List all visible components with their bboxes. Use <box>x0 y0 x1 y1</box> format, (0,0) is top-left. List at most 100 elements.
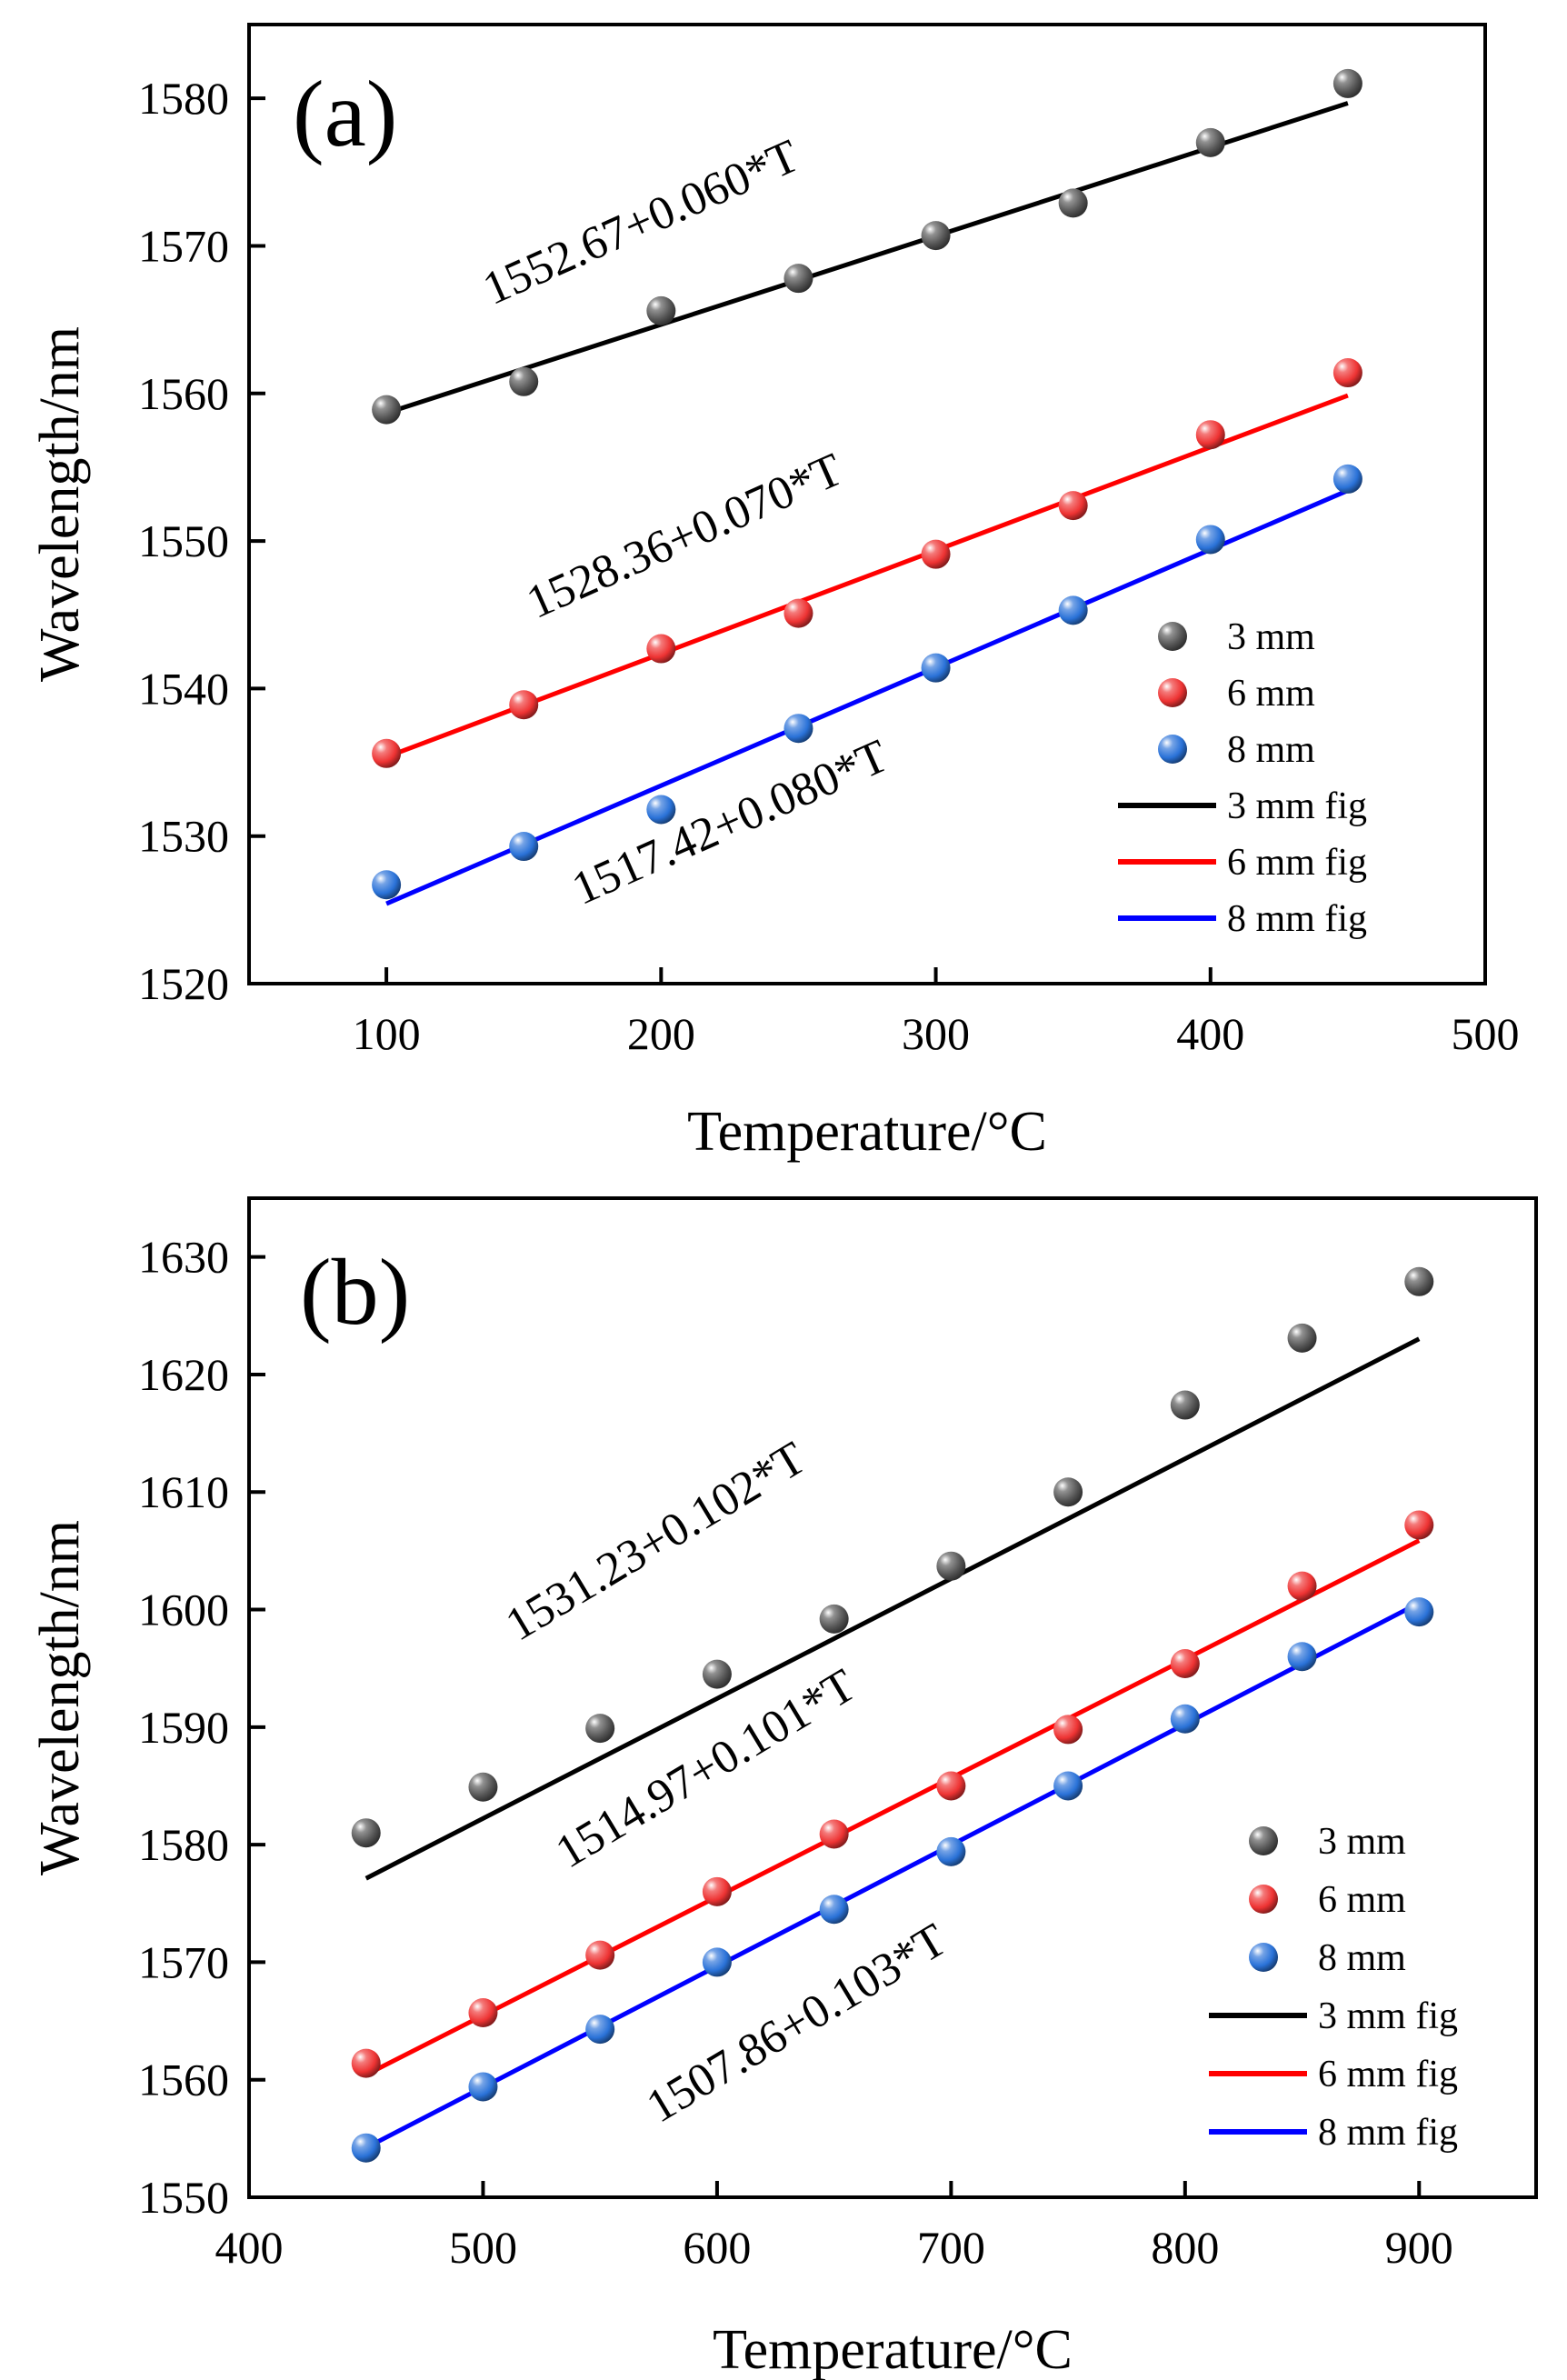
fit-equation: 1531.23+0.102*T <box>497 1432 814 1651</box>
legend-marker <box>1158 678 1187 707</box>
data-point-3-mm <box>509 366 539 396</box>
data-point-6-mm <box>936 1771 966 1801</box>
x-tick-label: 600 <box>683 2222 751 2273</box>
x-tick-label: 500 <box>449 2222 517 2273</box>
legend-marker <box>1249 1885 1278 1914</box>
data-point-3-mm <box>921 221 951 251</box>
data-point-8-mm <box>819 1895 849 1925</box>
data-point-6-mm <box>1404 1510 1434 1540</box>
y-tick-label: 1570 <box>138 220 229 271</box>
legend-label: 3 mm <box>1318 1821 1406 1863</box>
x-tick-label: 500 <box>1452 1008 1520 1059</box>
legend-marker <box>1158 735 1187 764</box>
data-point-8-mm <box>1287 1642 1317 1672</box>
data-point-8-mm <box>1332 464 1362 494</box>
data-point-8-mm <box>351 2133 381 2163</box>
y-tick-label: 1530 <box>138 811 229 862</box>
y-tick-label: 1630 <box>138 1232 229 1283</box>
chart-panel-a: 100 200 300 400 500 1520 1530 1540 1550 1560 1570 1… <box>29 23 1520 1163</box>
y-tick-label: 1600 <box>138 1585 229 1635</box>
y-tick-label: 1610 <box>138 1466 229 1517</box>
y-tick-label: 1560 <box>138 2055 229 2105</box>
data-point-8-mm <box>921 653 951 683</box>
data-point-6-mm <box>585 1940 615 1970</box>
data-point-6-mm <box>921 539 951 569</box>
data-point-3-mm <box>1053 1477 1083 1507</box>
data-point-6-mm <box>646 634 676 664</box>
data-point-3-mm <box>372 395 402 425</box>
data-point-6-mm <box>819 1819 849 1849</box>
data-point-6-mm <box>702 1876 732 1906</box>
y-tick-label: 1550 <box>138 515 229 566</box>
y-tick-label: 1520 <box>138 958 229 1009</box>
legend-label: 3 mm fig <box>1318 1995 1458 2037</box>
data-point-6-mm <box>1332 358 1362 388</box>
y-tick-label: 1550 <box>138 2172 229 2223</box>
plot-frame <box>247 1196 1538 2199</box>
data-point-3-mm <box>1195 127 1225 157</box>
y-tick-label: 1580 <box>138 1819 229 1870</box>
legend-label: 3 mm <box>1227 616 1315 658</box>
y-tick-label: 1580 <box>138 73 229 124</box>
legend-label: 6 mm <box>1318 1879 1406 1921</box>
fit-line-3-mm-fig <box>364 1336 1421 1881</box>
data-point-3-mm <box>819 1604 849 1634</box>
data-point-3-mm <box>784 264 813 294</box>
data-point-8-mm <box>1058 595 1088 625</box>
fit-line-3-mm-fig <box>385 101 1349 415</box>
panel-label: (b) <box>300 1240 410 1345</box>
data-point-6-mm <box>468 1998 498 2028</box>
data-point-6-mm <box>509 690 539 720</box>
legend-label: 8 mm <box>1227 729 1315 771</box>
panel-label: (a) <box>293 62 397 166</box>
data-point-8-mm <box>1404 1597 1434 1627</box>
data-point-8-mm <box>702 1947 732 1977</box>
data-point-3-mm <box>1058 188 1088 218</box>
x-tick-label: 300 <box>902 1008 970 1059</box>
data-point-6-mm <box>1195 420 1225 450</box>
data-point-6-mm <box>784 598 813 628</box>
legend-label: 6 mm fig <box>1318 2054 1458 2095</box>
x-tick-label: 800 <box>1151 2222 1219 2273</box>
data-point-6-mm <box>351 2048 381 2078</box>
data-point-3-mm <box>702 1659 732 1689</box>
data-point-3-mm <box>936 1551 966 1581</box>
data-point-3-mm <box>585 1714 615 1744</box>
legend-marker <box>1158 622 1187 651</box>
legend: 3 mm 6 mm 8 mm 3 mm fig 6 mm fig 8 mm fig <box>1209 1821 1458 2154</box>
legend-label: 6 mm <box>1227 673 1315 715</box>
data-point-6-mm <box>1287 1571 1317 1601</box>
data-point-3-mm <box>1332 68 1362 98</box>
x-tick-label: 700 <box>917 2222 985 2273</box>
y-tick-label: 1540 <box>138 663 229 714</box>
fit-equation: 1552.67+0.060*T <box>475 130 806 315</box>
data-point-8-mm <box>784 714 813 744</box>
legend-label: 6 mm fig <box>1227 842 1367 884</box>
data-point-6-mm <box>1058 491 1088 521</box>
x-axis-title: Temperature/°C <box>713 2319 1073 2380</box>
data-point-3-mm <box>468 1772 498 1802</box>
data-point-8-mm <box>509 832 539 862</box>
legend-marker <box>1249 1826 1278 1855</box>
data-point-8-mm <box>936 1836 966 1866</box>
y-axis-title: Wavelength/nm <box>29 326 91 682</box>
legend-label: 8 mm fig <box>1318 2112 1458 2154</box>
data-point-3-mm <box>1404 1266 1434 1296</box>
x-tick-label: 900 <box>1385 2222 1453 2273</box>
legend-label: 8 mm fig <box>1227 898 1367 940</box>
y-tick-label: 1590 <box>138 1702 229 1753</box>
data-point-6-mm <box>1053 1715 1083 1745</box>
data-point-3-mm <box>1287 1323 1317 1353</box>
data-point-8-mm <box>372 870 402 900</box>
data-point-8-mm <box>468 2072 498 2102</box>
data-point-8-mm <box>1170 1704 1200 1734</box>
x-tick-label: 100 <box>353 1008 421 1059</box>
legend: 3 mm 6 mm 8 mm 3 mm fig 6 mm fig 8 mm fig <box>1118 616 1367 940</box>
chart-panel-b: 400 500 600 700 800 900 1550 1560 1570 1580 1590 16… <box>29 1196 1538 2380</box>
fit-line-8-mm-fig <box>364 1601 1421 2150</box>
data-point-6-mm <box>372 738 402 768</box>
x-axis-title: Temperature/°C <box>687 1101 1047 1163</box>
legend-label: 8 mm <box>1318 1937 1406 1979</box>
data-point-8-mm <box>585 2015 615 2045</box>
